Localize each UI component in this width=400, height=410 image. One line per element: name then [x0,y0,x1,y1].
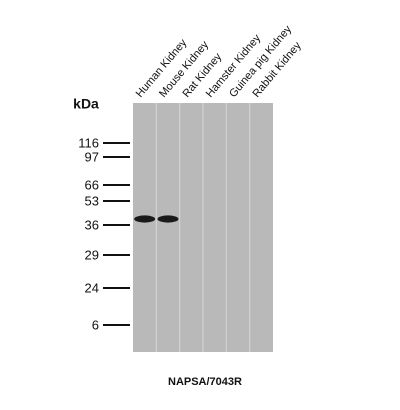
marker-label: 53 [85,193,99,208]
marker-label: 66 [85,177,99,192]
marker-label: 36 [85,217,99,232]
marker-label: 116 [78,135,99,150]
caption: NAPSA/7043R [168,376,242,388]
marker-label: 97 [85,149,99,164]
protein-band [157,215,179,223]
marker-label: 6 [92,317,99,332]
protein-band [134,215,156,223]
marker-label: 24 [85,280,99,295]
marker-label: 29 [85,247,99,262]
unit-label: kDa [73,96,99,112]
